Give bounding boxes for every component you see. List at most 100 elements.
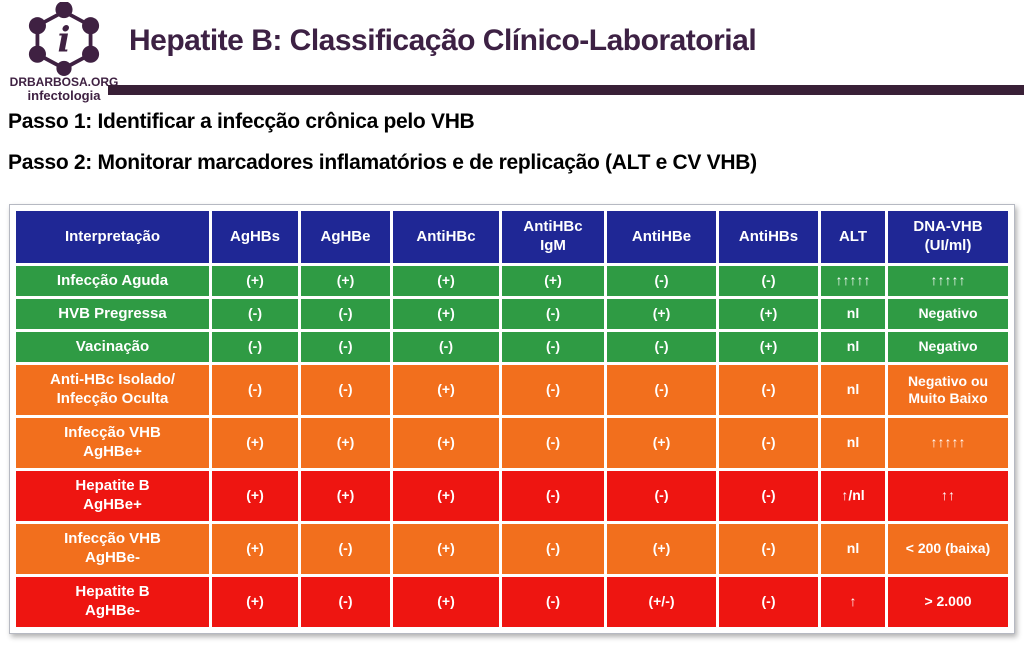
table-cell: nl [821,365,885,415]
row-label: Infecção Aguda [16,266,209,296]
table-cell: (-) [502,471,604,521]
table-cell: (+) [301,471,390,521]
table-cell: (-) [301,365,390,415]
table-cell: (-) [301,577,390,627]
table-cell: (+) [719,332,818,362]
table-cell: nl [821,418,885,468]
table-cell: (-) [502,577,604,627]
table-cell: (+) [212,577,298,627]
logo-org-text: DRBARBOSA.ORG [9,75,119,89]
row-label: Anti-HBc Isolado/ Infecção Oculta [16,365,209,415]
table-row: HVB Pregressa (-) (-) (+) (-) (+) (+) nl Negativ… [16,299,1008,329]
table-cell: (+) [719,299,818,329]
table-cell: ↑↑↑↑↑ [888,266,1008,296]
table-cell: (+) [393,471,499,521]
table-cell: ↑↑↑↑↑ [888,418,1008,468]
table-cell: (-) [607,365,716,415]
table-cell: nl [821,332,885,362]
logo: i DRBARBOSA.ORG infectologia [6,2,122,102]
table-cell: (+) [607,524,716,574]
table-cell: (-) [719,577,818,627]
table-cell: (-) [719,418,818,468]
table-cell: (-) [301,299,390,329]
table-row: Hepatite B AgHBe+ (+) (+) (+) (-) (-) (-) ↑/nl ↑… [16,471,1008,521]
table-cell: (+) [502,266,604,296]
table-cell: (+/-) [607,577,716,627]
table-cell: (-) [212,299,298,329]
table-cell: (+) [393,365,499,415]
table-cell: (-) [502,299,604,329]
svg-text:i: i [58,20,71,60]
table-cell: (-) [502,418,604,468]
table-cell: (-) [719,524,818,574]
header-cell-marker-5: AntiHBe [607,211,716,263]
table-cell: (-) [719,266,818,296]
table-cell: (+) [393,418,499,468]
table-cell: ↑ [821,577,885,627]
table-cell: Negativo [888,332,1008,362]
table-cell: ↑↑↑↑↑ [821,266,885,296]
header-cell-marker-7: ALT [821,211,885,263]
table-cell: (+) [393,266,499,296]
table-cell: > 2.000 [888,577,1008,627]
table-cell: (-) [393,332,499,362]
table-cell: Negativo ou Muito Baixo [888,365,1008,415]
table-cell: (-) [301,524,390,574]
table-cell: (-) [502,365,604,415]
table-cell: (-) [301,332,390,362]
row-label: Vacinação [16,332,209,362]
table-cell: < 200 (baixa) [888,524,1008,574]
table-cell: nl [821,299,885,329]
table-cell: (-) [607,266,716,296]
header-cell-interpretacao: Interpretação [16,211,209,263]
table-cell: (+) [393,299,499,329]
hbv-classification-table: Interpretação AgHBs AgHBe AntiHBc AntiHBc Ig… [9,204,1015,634]
table-cell: (+) [393,524,499,574]
header-cell-marker-6: AntiHBs [719,211,818,263]
table-cell: nl [821,524,885,574]
table-row: Hepatite B AgHBe- (+) (-) (+) (-) (+/-) (-) ↑ > … [16,577,1008,627]
logo-subtitle-text: infectologia [27,88,101,103]
header-cell-marker-3: AntiHBc [393,211,499,263]
table-cell: ↑↑ [888,471,1008,521]
header-cell-marker-8: DNA-VHB (UI/ml) [888,211,1008,263]
table-cell: (+) [607,418,716,468]
table-cell: ↑/nl [821,471,885,521]
table-row: Infecção VHB AgHBe+ (+) (+) (+) (-) (+) (-) nl ↑… [16,418,1008,468]
step-2: Passo 2: Monitorar marcadores inflamatór… [8,151,757,174]
table-cell: (+) [301,266,390,296]
table-row: Anti-HBc Isolado/ Infecção Oculta (-) (-)(… [16,365,1008,415]
row-label: Infecção VHB AgHBe- [16,524,209,574]
table-cell: (+) [301,418,390,468]
table-row: Infecção VHB AgHBe- (+) (-) (+) (-) (+) (-) nl <… [16,524,1008,574]
table-cell: (+) [212,418,298,468]
table-cell: (-) [719,471,818,521]
table-cell: (-) [607,332,716,362]
table-row: Infecção Aguda (+) (+) (+) (+) (-) (-) ↑↑↑↑↑ ↑↑↑… [16,266,1008,296]
header-cell-marker-4: AntiHBc IgM [502,211,604,263]
table-cell: (-) [502,524,604,574]
table-row: Vacinação (-) (-) (-) (-) (-) (+) nl Negativo [16,332,1008,362]
table-cell: (+) [212,471,298,521]
table-cell: (-) [607,471,716,521]
table-header-row: Interpretação AgHBs AgHBe AntiHBc AntiHBc Ig… [16,211,1008,263]
row-label: Infecção VHB AgHBe+ [16,418,209,468]
table-cell: (+) [607,299,716,329]
table-cell: (+) [212,266,298,296]
page-title: Hepatite B: Classificação Clínico-Labora… [129,24,757,57]
table-cell: (+) [212,524,298,574]
table-cell: (-) [719,365,818,415]
row-label: HVB Pregressa [16,299,209,329]
row-label: Hepatite B AgHBe+ [16,471,209,521]
table-cell: (+) [393,577,499,627]
row-label: Hepatite B AgHBe- [16,577,209,627]
table-cell: (-) [212,332,298,362]
header-cell-marker-1: AgHBs [212,211,298,263]
title-underline-bar [108,85,1024,95]
table-cell: (-) [502,332,604,362]
header-cell-marker-2: AgHBe [301,211,390,263]
table-cell: Negativo [888,299,1008,329]
step-1: Passo 1: Identificar a infecção crônica … [8,110,475,133]
steps-block: Passo 1: Identificar a infecção crônica … [8,110,1018,192]
molecule-logo-icon: i [28,2,100,76]
